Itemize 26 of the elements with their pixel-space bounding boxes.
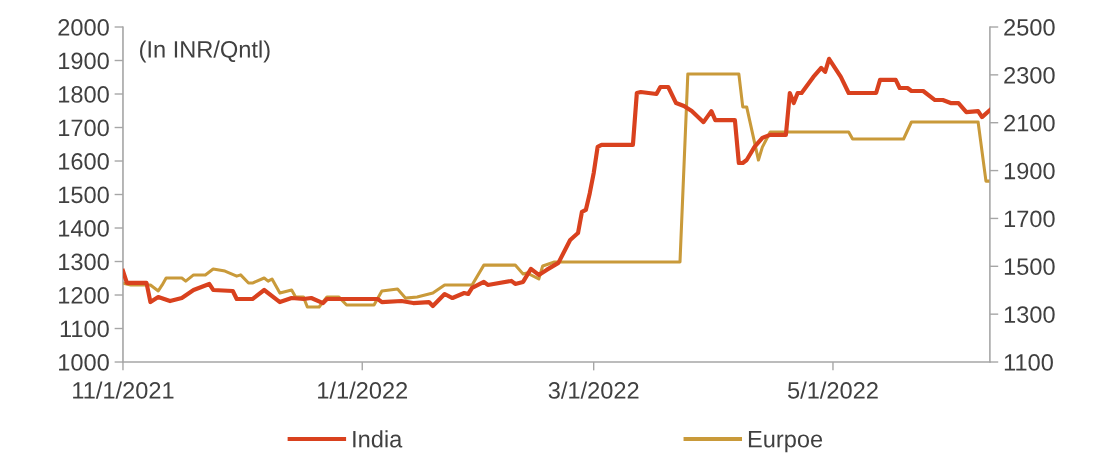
y2-tick-label: 1500 bbox=[1004, 258, 1055, 276]
y-tick-label: 1400 bbox=[59, 220, 109, 237]
y-tick-label: 2000 bbox=[58, 19, 109, 36]
legend-label: Eurpoe bbox=[748, 431, 823, 453]
y2-tick-label: 2100 bbox=[1004, 114, 1055, 132]
x-tick-label: 3/1/2022 bbox=[548, 381, 639, 399]
y-tick-label: 1200 bbox=[59, 287, 109, 304]
x-tick-label: 5/1/2022 bbox=[787, 381, 878, 399]
y-tick-label: 1500 bbox=[59, 186, 109, 204]
y2-tick-label: 1100 bbox=[1004, 354, 1053, 371]
y-tick-label: 1000 bbox=[59, 354, 109, 371]
legend-label: India bbox=[353, 430, 403, 448]
y2-tick-label: 2300 bbox=[1004, 66, 1055, 84]
y-tick-label: 1700 bbox=[59, 119, 109, 137]
y2-tick-label: 1300 bbox=[1004, 306, 1055, 323]
y-tick-label: 1100 bbox=[60, 320, 109, 338]
y2-tick-label: 1900 bbox=[1004, 162, 1055, 180]
annotation: (In INR/Qntl) bbox=[140, 40, 270, 63]
y-tick-label: 1300 bbox=[59, 253, 109, 271]
y-tick-label: 1900 bbox=[59, 52, 109, 70]
y-tick-label: 1800 bbox=[59, 86, 109, 103]
y2-tick-label: 1700 bbox=[1004, 210, 1055, 228]
x-tick-label: 11/1/2021 bbox=[73, 381, 174, 399]
y2-tick-label: 2500 bbox=[1004, 19, 1055, 36]
y-tick-label: 1600 bbox=[59, 153, 109, 170]
x-tick-label: 1/1/2022 bbox=[318, 381, 408, 399]
